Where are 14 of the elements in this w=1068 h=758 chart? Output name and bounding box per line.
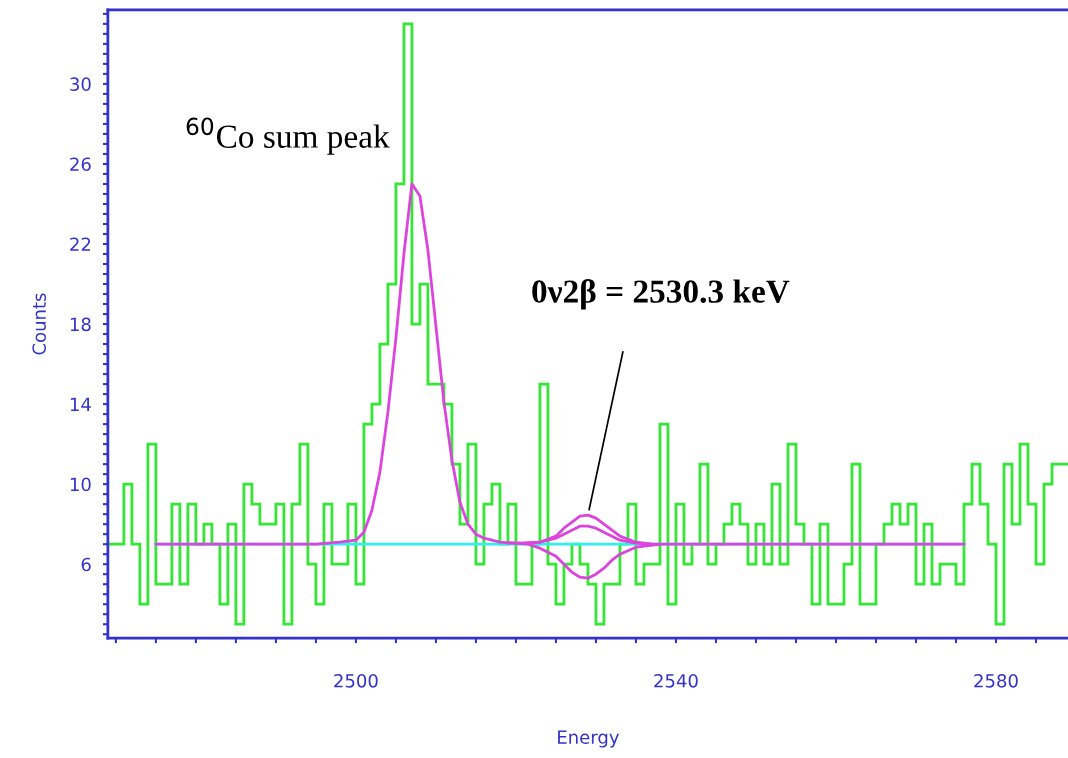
y-tick-label: 30 — [70, 77, 91, 92]
x-tick-label: 2500 — [334, 673, 378, 688]
x-tick-label: 2580 — [974, 673, 1018, 688]
y-tick-label: 18 — [70, 317, 91, 332]
y-tick-label: 6 — [81, 557, 91, 572]
x-tick-label: 2540 — [654, 673, 698, 688]
y-tick-label: 14 — [70, 397, 91, 411]
y-tick-label: 10 — [70, 477, 91, 492]
annotation: 0ν2β = 2530.3 keV — [532, 279, 790, 310]
annotation: $^{60}$Co sum peak — [186, 117, 390, 155]
y-axis-title: Counts — [32, 293, 46, 355]
y-tick-label: 22 — [70, 237, 91, 251]
y-tick-label: 26 — [70, 157, 91, 172]
x-axis-title: Energy — [558, 730, 619, 748]
